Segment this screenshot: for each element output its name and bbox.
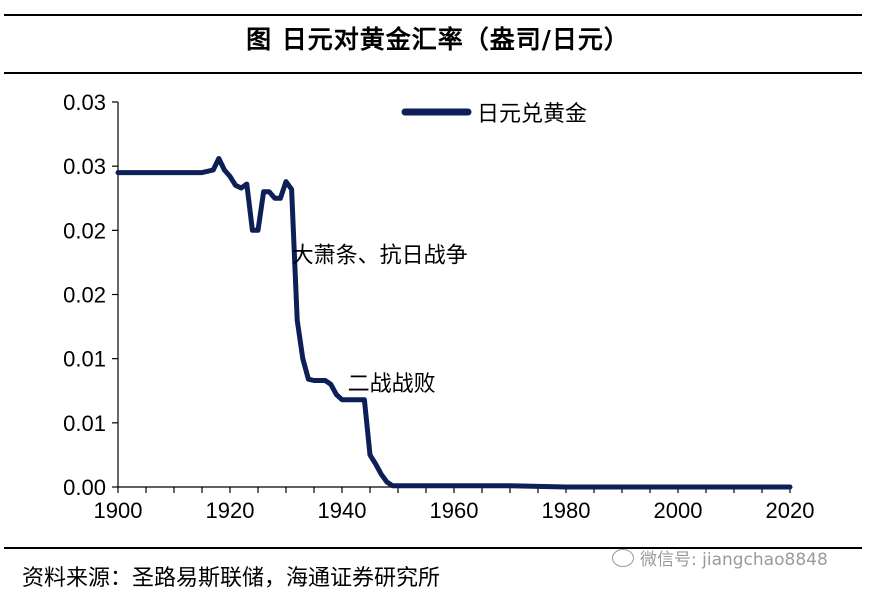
legend: 日元兑黄金 <box>401 102 587 127</box>
series-group <box>115 156 793 490</box>
top-rule <box>4 14 862 16</box>
watermark-text: 微信号: jiangchao8848 <box>640 550 828 570</box>
x-tick-label: 1900 <box>94 498 143 523</box>
x-tick-label: 1960 <box>430 498 479 523</box>
legend-label: 日元兑黄金 <box>477 102 587 127</box>
y-tick-label: 0.02 <box>63 283 106 308</box>
y-tick-label: 0.03 <box>63 154 106 179</box>
x-tick-label: 1920 <box>206 498 255 523</box>
x-tick-label: 2000 <box>654 498 703 523</box>
wechat-icon <box>612 548 634 567</box>
y-tick-label: 0.03 <box>63 90 106 115</box>
watermark: 微信号: jiangchao8848 <box>612 545 828 570</box>
annotation-label: 二战战败 <box>348 372 436 397</box>
x-tick-label: 1980 <box>542 498 591 523</box>
y-tick-label: 0.00 <box>63 475 106 500</box>
series-line <box>115 156 793 490</box>
source-note: 资料来源：圣路易斯联储，海通证券研究所 <box>22 566 441 591</box>
bottom-rule <box>4 547 862 549</box>
x-tick-label: 2020 <box>766 498 815 523</box>
chart-title: 图 日元对黄金汇率（盎司/日元） <box>246 25 630 54</box>
x-tick-label: 1940 <box>318 498 367 523</box>
ticks: 0.00 0.01 0.01 0.02 0.02 0.03 0.03 1900 1920 1940… <box>63 90 814 523</box>
y-tick-label: 0.01 <box>63 411 106 436</box>
title-underline <box>4 72 862 74</box>
annotation-label: 大萧条、抗日战争 <box>292 243 468 268</box>
y-tick-label: 0.01 <box>63 347 106 372</box>
y-tick-label: 0.02 <box>63 218 106 243</box>
